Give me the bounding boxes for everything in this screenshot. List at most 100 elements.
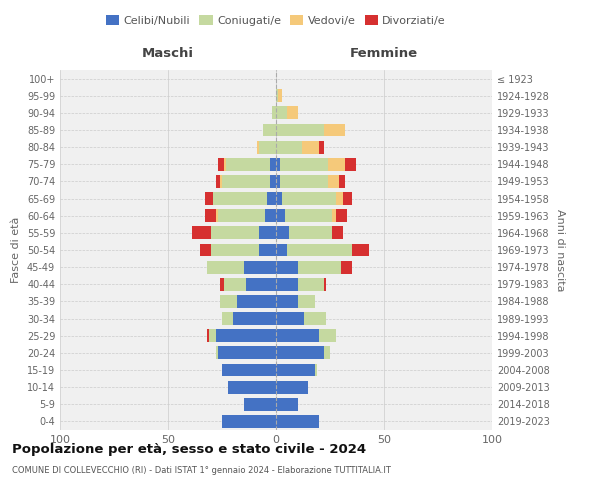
Text: Femmine: Femmine (350, 46, 418, 60)
Bar (207, 330, 209, 342)
Bar (345, 158, 356, 170)
Bar (332, 210, 337, 222)
Bar (224, 278, 246, 290)
Bar (283, 192, 337, 205)
Bar (338, 175, 345, 188)
Bar (280, 158, 328, 170)
Bar (276, 124, 323, 136)
Bar (276, 106, 287, 120)
Bar (259, 244, 276, 256)
Bar (276, 244, 287, 256)
Text: Maschi: Maschi (142, 46, 194, 60)
Bar (269, 175, 276, 188)
Bar (222, 175, 269, 188)
Bar (268, 192, 276, 205)
Bar (302, 140, 319, 153)
Bar (205, 192, 214, 205)
Bar (220, 175, 222, 188)
Bar (298, 278, 323, 290)
Bar (319, 140, 323, 153)
Bar (237, 295, 276, 308)
Y-axis label: Fasce di età: Fasce di età (11, 217, 21, 283)
Bar (276, 140, 302, 153)
Bar (220, 295, 237, 308)
Bar (337, 210, 347, 222)
Bar (209, 330, 215, 342)
Bar (276, 398, 298, 410)
Bar (211, 226, 259, 239)
Bar (214, 192, 268, 205)
Bar (287, 106, 298, 120)
Bar (244, 260, 276, 274)
Bar (276, 278, 298, 290)
Bar (319, 330, 337, 342)
Legend: Celibi/Nubili, Coniugati/e, Vedovi/e, Divorziati/e: Celibi/Nubili, Coniugati/e, Vedovi/e, Di… (101, 10, 451, 30)
Bar (215, 346, 218, 360)
Bar (276, 260, 298, 274)
Bar (323, 346, 330, 360)
Bar (276, 90, 278, 102)
Bar (276, 158, 280, 170)
Bar (257, 140, 259, 153)
Bar (222, 415, 276, 428)
Bar (222, 364, 276, 376)
Bar (343, 192, 352, 205)
Bar (328, 158, 345, 170)
Bar (276, 380, 308, 394)
Bar (276, 192, 283, 205)
Bar (352, 244, 369, 256)
Bar (259, 226, 276, 239)
Bar (218, 158, 224, 170)
Bar (205, 210, 215, 222)
Text: Popolazione per età, sesso e stato civile - 2024: Popolazione per età, sesso e stato civil… (12, 442, 366, 456)
Bar (259, 140, 276, 153)
Bar (226, 158, 269, 170)
Bar (276, 330, 319, 342)
Bar (287, 244, 352, 256)
Bar (332, 226, 343, 239)
Bar (323, 278, 326, 290)
Bar (298, 260, 341, 274)
Bar (276, 364, 315, 376)
Bar (218, 346, 276, 360)
Bar (276, 295, 298, 308)
Bar (304, 312, 326, 325)
Bar (276, 312, 304, 325)
Bar (218, 210, 265, 222)
Bar (200, 244, 211, 256)
Bar (284, 210, 332, 222)
Bar (222, 312, 233, 325)
Y-axis label: Anni di nascita: Anni di nascita (555, 209, 565, 291)
Bar (323, 124, 345, 136)
Bar (315, 364, 317, 376)
Bar (192, 226, 211, 239)
Bar (280, 175, 328, 188)
Bar (246, 278, 276, 290)
Bar (328, 175, 338, 188)
Bar (276, 175, 280, 188)
Bar (207, 260, 244, 274)
Bar (276, 226, 289, 239)
Bar (233, 312, 276, 325)
Bar (215, 175, 220, 188)
Bar (265, 210, 276, 222)
Bar (341, 260, 352, 274)
Bar (244, 398, 276, 410)
Text: COMUNE DI COLLEVECCHIO (RI) - Dati ISTAT 1° gennaio 2024 - Elaborazione TUTTITAL: COMUNE DI COLLEVECCHIO (RI) - Dati ISTAT… (12, 466, 391, 475)
Bar (211, 244, 259, 256)
Bar (289, 226, 332, 239)
Bar (215, 210, 218, 222)
Bar (337, 192, 343, 205)
Bar (276, 415, 319, 428)
Bar (272, 106, 276, 120)
Bar (276, 210, 284, 222)
Bar (263, 124, 276, 136)
Bar (215, 330, 276, 342)
Bar (269, 158, 276, 170)
Bar (220, 278, 224, 290)
Bar (276, 346, 323, 360)
Bar (298, 295, 315, 308)
Bar (278, 90, 283, 102)
Bar (224, 158, 226, 170)
Bar (229, 380, 276, 394)
